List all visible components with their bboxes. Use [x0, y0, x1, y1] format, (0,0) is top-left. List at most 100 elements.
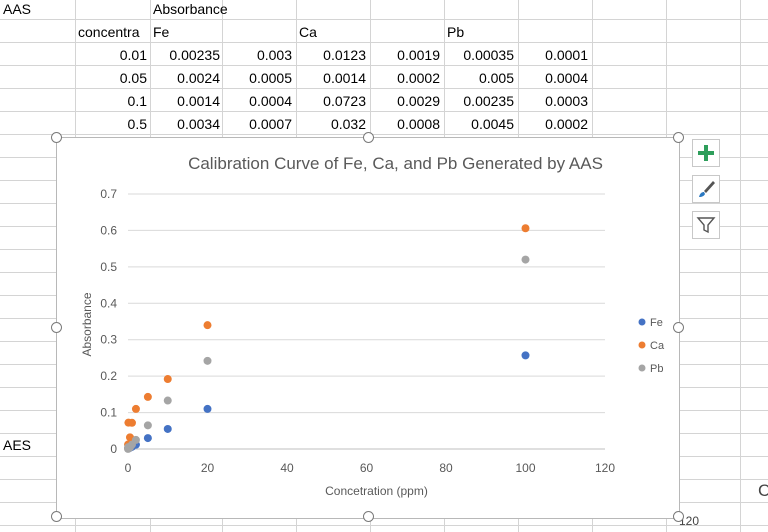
table-cell[interactable]: 0.5: [127, 116, 147, 132]
scatter-chart: Calibration Curve of Fe, Ca, and Pb Gene…: [80, 154, 665, 498]
table-cell[interactable]: 0.0014: [177, 93, 220, 109]
data-point-fe: [203, 404, 212, 413]
table-cell[interactable]: 0.0723: [323, 93, 366, 109]
table-cell[interactable]: 0.003: [256, 47, 292, 63]
cell-header-fe[interactable]: Fe: [153, 24, 170, 40]
row-divider: [0, 88, 768, 89]
brush-icon: [699, 181, 715, 197]
data-point-pb: [203, 356, 212, 365]
cell-header-ca[interactable]: Ca: [299, 24, 317, 40]
chart-filters-button[interactable]: [692, 211, 720, 239]
table-cell[interactable]: 0.05: [119, 70, 147, 86]
column-divider: [740, 0, 741, 532]
legend-label-ca: Ca: [650, 340, 665, 352]
row-divider: [0, 134, 768, 135]
legend-label-fe: Fe: [650, 317, 663, 329]
data-point-pb: [163, 396, 172, 405]
legend-label-pb: Pb: [650, 363, 663, 375]
filter-icon: [696, 217, 716, 234]
table-cell[interactable]: 0.0024: [177, 70, 220, 86]
table-cell[interactable]: 0.0019: [397, 47, 440, 63]
y-tick-label: 0.6: [100, 223, 117, 237]
x-tick-label: 0: [125, 461, 132, 475]
resize-handle-bottom-right[interactable]: [673, 511, 684, 522]
table-cell[interactable]: 0.0001: [545, 47, 588, 63]
chart-title: Calibration Curve of Fe, Ca, and Pb Gene…: [188, 154, 603, 173]
cell-header-concentration[interactable]: concentra: [78, 24, 140, 40]
data-point-fe: [163, 424, 172, 433]
x-axis-title: Concetration (ppm): [325, 484, 428, 498]
table-cell[interactable]: 0.01: [119, 47, 147, 63]
y-tick-label: 0.7: [100, 187, 117, 201]
row-divider: [0, 42, 768, 43]
y-tick-label: 0.2: [100, 369, 117, 383]
table-cell[interactable]: 0.0007: [249, 116, 292, 132]
y-tick-label: 0.5: [100, 260, 117, 274]
resize-handle-top-right[interactable]: [673, 132, 684, 143]
cell-partial-axis-value[interactable]: 120: [679, 514, 700, 528]
chart-elements-button[interactable]: [692, 139, 720, 167]
row-divider: [0, 525, 768, 526]
row-divider: [0, 65, 768, 66]
table-cell[interactable]: 0.005: [478, 70, 514, 86]
table-cell[interactable]: 0.0034: [177, 116, 220, 132]
table-cell[interactable]: 0.0045: [471, 116, 514, 132]
resize-handle-top-left[interactable]: [51, 132, 62, 143]
y-tick-label: 0.3: [100, 333, 117, 347]
resize-handle-top[interactable]: [363, 132, 374, 143]
table-cell[interactable]: 0.0123: [323, 47, 366, 63]
data-point-ca: [143, 392, 152, 401]
x-tick-label: 60: [360, 461, 374, 475]
y-axis-title: Absorbance: [80, 292, 94, 356]
legend-marker-fe: [638, 318, 646, 326]
data-point-ca: [521, 224, 530, 233]
row-divider: [0, 19, 768, 20]
chart-styles-button[interactable]: [692, 175, 720, 203]
table-cell[interactable]: 0.0014: [323, 70, 366, 86]
table-cell[interactable]: 0.0002: [397, 70, 440, 86]
table-cell[interactable]: 0.032: [330, 116, 366, 132]
data-point-pb: [143, 421, 152, 430]
y-tick-label: 0.1: [100, 406, 117, 420]
x-tick-label: 120: [595, 461, 615, 475]
cell-aes-label[interactable]: AES: [3, 437, 32, 453]
resize-handle-right[interactable]: [673, 322, 684, 333]
data-point-ca: [125, 433, 134, 442]
cell-aas-label[interactable]: AAS: [3, 1, 32, 17]
data-point-fe: [143, 434, 152, 443]
x-tick-label: 80: [439, 461, 453, 475]
table-cell[interactable]: 0.00235: [169, 47, 220, 63]
x-tick-label: 40: [280, 461, 294, 475]
data-point-ca: [127, 418, 136, 427]
data-point-fe: [521, 351, 530, 360]
x-tick-label: 20: [201, 461, 215, 475]
data-point-ca: [203, 321, 212, 330]
table-cell[interactable]: 0.00035: [463, 47, 514, 63]
cell-header-pb[interactable]: Pb: [447, 24, 465, 40]
row-divider: [0, 111, 768, 112]
chart-area[interactable]: Calibration Curve of Fe, Ca, and Pb Gene…: [56, 137, 680, 519]
resize-handle-bottom-left[interactable]: [51, 511, 62, 522]
table-cell[interactable]: 0.0003: [545, 93, 588, 109]
legend-marker-pb: [638, 364, 646, 372]
data-point-pb: [521, 255, 530, 264]
table-cell[interactable]: 0.0004: [249, 93, 292, 109]
resize-handle-bottom[interactable]: [363, 511, 374, 522]
cell-absorbance-label[interactable]: Absorbance: [153, 1, 228, 17]
cell-partial-label[interactable]: C: [758, 481, 768, 500]
resize-handle-left[interactable]: [51, 322, 62, 333]
table-cell[interactable]: 0.1: [127, 93, 147, 109]
y-tick-label: 0.4: [100, 296, 117, 310]
data-point-ca: [131, 404, 140, 413]
table-cell[interactable]: 0.0002: [545, 116, 588, 132]
table-cell[interactable]: 0.00235: [463, 93, 514, 109]
y-tick-label: 0: [110, 442, 117, 456]
legend-marker-ca: [638, 341, 646, 349]
table-cell[interactable]: 0.0005: [249, 70, 292, 86]
x-tick-label: 100: [515, 461, 535, 475]
table-cell[interactable]: 0.0008: [397, 116, 440, 132]
data-point-ca: [163, 375, 172, 384]
table-cell[interactable]: 0.0029: [397, 93, 440, 109]
data-point-pb: [131, 435, 140, 444]
table-cell[interactable]: 0.0004: [545, 70, 588, 86]
